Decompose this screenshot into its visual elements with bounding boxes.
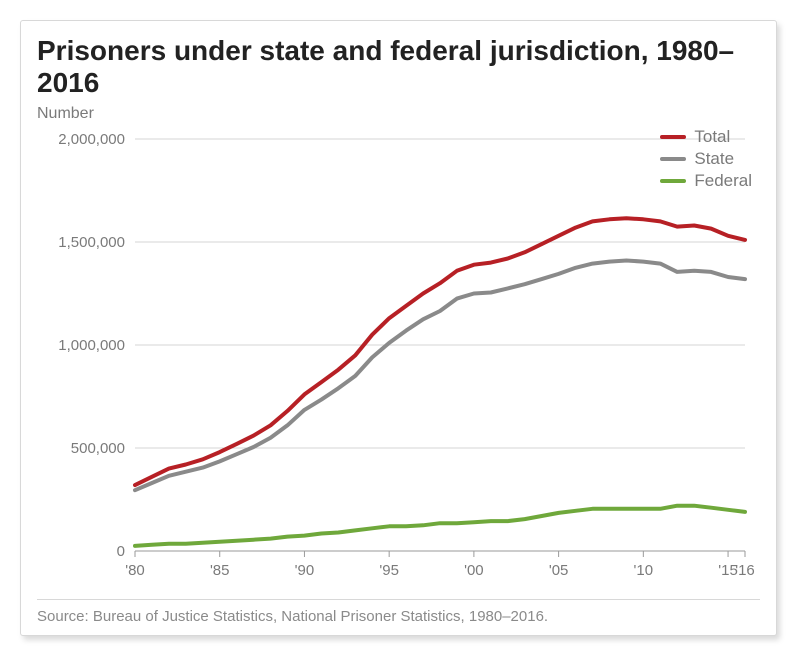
legend-label: State [694,149,734,169]
y-axis: 0 500,000 1,000,000 1,500,000 2,000,000 [58,131,125,560]
series-federal [135,506,745,546]
svg-text:1,000,000: 1,000,000 [58,337,125,354]
svg-text:0: 0 [117,543,125,560]
svg-text:1,500,000: 1,500,000 [58,234,125,251]
legend-item: Total [660,127,752,147]
svg-text:'80: '80 [125,562,145,579]
legend-item: Federal [660,171,752,191]
line-chart-svg: 0 500,000 1,000,000 1,500,000 2,000,000 '80 '8… [37,123,757,593]
x-axis: '80'85'90'95'00'05'10'15'16 [125,551,755,579]
legend: TotalStateFederal [660,125,752,193]
gridlines [135,139,745,551]
legend-label: Total [694,127,730,147]
svg-text:500,000: 500,000 [71,440,125,457]
svg-text:2,000,000: 2,000,000 [58,131,125,148]
legend-swatch [660,135,686,139]
chart-card: Prisoners under state and federal jurisd… [20,20,777,636]
chart-title: Prisoners under state and federal jurisd… [37,35,760,99]
svg-text:'90: '90 [295,562,315,579]
chart-source: Source: Bureau of Justice Statistics, Na… [37,599,760,625]
svg-text:'10: '10 [634,562,654,579]
legend-swatch [660,179,686,183]
chart-area: TotalStateFederal 0 500,000 1,000,000 1,500… [37,123,760,593]
legend-item: State [660,149,752,169]
series-total [135,219,745,486]
svg-text:'85: '85 [210,562,230,579]
svg-text:'95: '95 [379,562,399,579]
y-axis-label: Number [37,105,760,123]
svg-text:'05: '05 [549,562,569,579]
legend-swatch [660,157,686,161]
series-state [135,261,745,491]
svg-text:'16: '16 [735,562,755,579]
legend-label: Federal [694,171,752,191]
svg-text:'00: '00 [464,562,484,579]
